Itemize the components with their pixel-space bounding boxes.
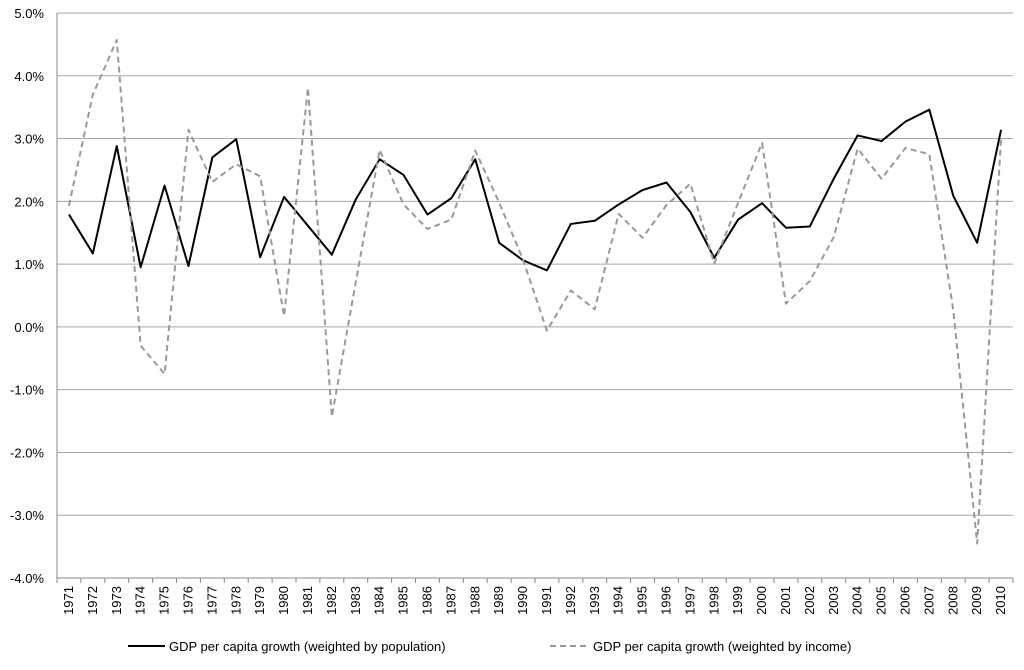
y-tick-label: 4.0% — [14, 69, 44, 84]
x-tick-label: 1999 — [730, 586, 745, 615]
y-tick-label: 2.0% — [14, 194, 44, 209]
y-tick-label: -4.0% — [10, 571, 44, 586]
x-tick-label: 1993 — [587, 586, 602, 615]
x-tick-label: 1977 — [204, 586, 219, 615]
x-tick-label: 1975 — [157, 586, 172, 615]
series-line-income — [67, 38, 1003, 545]
y-tick-label: 3.0% — [14, 132, 44, 147]
x-tick-label: 1995 — [635, 586, 650, 615]
x-tick-label: 1989 — [491, 586, 506, 615]
x-tick-label: 1978 — [228, 586, 243, 615]
legend-label-income: GDP per capita growth (weighted by incom… — [593, 639, 851, 654]
y-tick-label: -1.0% — [10, 383, 44, 398]
x-tick-label: 1972 — [85, 586, 100, 615]
x-tick-label: 2009 — [969, 586, 984, 615]
x-tick-label: 1983 — [348, 586, 363, 615]
x-axis-tick-labels: 1971 1972 1973 1974 1975 1976 1977 1978 1979 1980… — [61, 586, 1008, 615]
x-tick-label: 2000 — [754, 586, 769, 615]
x-tick-label: 1979 — [252, 586, 267, 615]
x-tick-label: 1990 — [515, 586, 530, 615]
x-tick-label: 1987 — [443, 586, 458, 615]
x-tick-label: 1992 — [563, 586, 578, 615]
x-tick-label: 2008 — [945, 586, 960, 615]
series-lines — [67, 38, 1003, 545]
y-axis-tick-labels: -4.0% -3.0% -2.0% -1.0% 0.0% 1.0% 2.0% 3.0% 4.0%… — [10, 6, 44, 586]
x-tick-label: 1985 — [396, 586, 411, 615]
x-tick-label: 2004 — [850, 586, 865, 615]
gridlines — [57, 12, 1013, 579]
x-tick-label: 1988 — [467, 586, 482, 615]
x-tick-label: 2005 — [874, 586, 889, 615]
x-tick-label: 1991 — [539, 586, 554, 615]
x-tick-label: 1974 — [133, 586, 148, 615]
x-tick-label: 2003 — [826, 586, 841, 615]
x-tick-label: 2002 — [802, 586, 817, 615]
x-tick-label: 1998 — [706, 586, 721, 615]
x-tick-label: 1980 — [276, 586, 291, 615]
x-tick-label: 1996 — [658, 586, 673, 615]
x-tick-label: 1984 — [372, 586, 387, 615]
y-tick-label: 5.0% — [14, 6, 44, 21]
y-tick-label: 1.0% — [14, 257, 44, 272]
series-line-population — [68, 108, 1003, 272]
x-tick-label: 1994 — [611, 586, 626, 615]
x-tick-label: 1976 — [180, 586, 195, 615]
x-tick-label: 2001 — [778, 586, 793, 615]
x-axis — [56, 13, 1014, 583]
x-tick-label: 2007 — [921, 586, 936, 615]
x-tick-label: 1971 — [61, 586, 76, 615]
x-tick-label: 1981 — [300, 586, 315, 615]
x-tick-label: 1997 — [682, 586, 697, 615]
x-tick-label: 1982 — [324, 586, 339, 615]
y-tick-label: 0.0% — [14, 320, 44, 335]
y-tick-label: -2.0% — [10, 445, 44, 460]
legend: GDP per capita growth (weighted by popul… — [128, 639, 851, 654]
x-tick-label: 1986 — [419, 586, 434, 615]
x-tick-label: 1973 — [109, 586, 124, 615]
legend-label-population: GDP per capita growth (weighted by popul… — [169, 639, 446, 654]
x-tick-label: 2010 — [993, 586, 1008, 615]
x-tick-label: 2006 — [897, 586, 912, 615]
y-tick-label: -3.0% — [10, 508, 44, 523]
